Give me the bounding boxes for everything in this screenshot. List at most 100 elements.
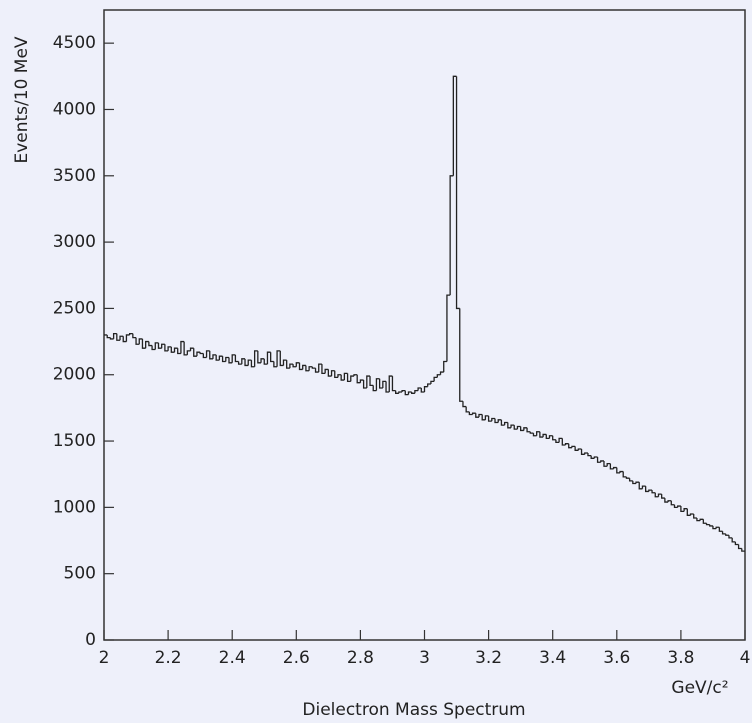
histogram-step bbox=[375, 378, 380, 391]
histogram-step bbox=[237, 361, 242, 365]
histogram-step bbox=[616, 467, 621, 474]
histogram-step bbox=[128, 332, 133, 335]
histogram-step bbox=[359, 379, 364, 383]
histogram-step bbox=[362, 380, 367, 389]
histogram-step bbox=[683, 508, 688, 512]
histogram-step bbox=[286, 360, 290, 369]
histogram-step bbox=[119, 335, 124, 341]
histogram-step bbox=[106, 334, 111, 339]
histogram-step bbox=[407, 391, 412, 395]
histogram-step bbox=[164, 344, 169, 352]
histogram-step bbox=[741, 548, 745, 552]
histogram-step bbox=[270, 352, 274, 363]
y-tick-label: 3000 bbox=[53, 232, 96, 252]
histogram-step bbox=[449, 175, 454, 296]
histogram-step bbox=[231, 354, 236, 363]
histogram-step bbox=[366, 375, 371, 388]
histogram-step bbox=[439, 371, 444, 375]
histogram-step bbox=[702, 519, 707, 524]
histogram-step bbox=[151, 345, 156, 351]
x-tick-label: 4 bbox=[740, 648, 751, 668]
y-tick-label: 0 bbox=[85, 630, 96, 650]
histogram-step bbox=[715, 526, 720, 529]
histogram-step bbox=[116, 333, 121, 341]
histogram-step bbox=[260, 358, 265, 363]
histogram-step bbox=[555, 439, 560, 444]
histogram-step bbox=[503, 421, 508, 426]
histogram-step bbox=[523, 427, 528, 431]
histogram-step bbox=[564, 443, 569, 446]
histogram-step bbox=[433, 376, 438, 382]
histogram-step bbox=[135, 337, 140, 345]
histogram-step bbox=[721, 531, 726, 535]
histogram-step bbox=[709, 524, 713, 527]
histogram-step bbox=[475, 413, 479, 418]
histogram-step bbox=[334, 370, 338, 379]
histogram-step bbox=[430, 380, 435, 385]
y-tick-label: 4500 bbox=[53, 33, 96, 53]
histogram-step bbox=[539, 431, 544, 438]
y-tick-label: 1000 bbox=[53, 497, 96, 517]
histogram-step bbox=[648, 489, 653, 492]
histogram-step bbox=[542, 433, 547, 438]
histogram-step bbox=[705, 523, 710, 526]
histogram-step bbox=[189, 347, 194, 351]
histogram-step bbox=[423, 386, 428, 392]
histogram-step bbox=[141, 338, 146, 349]
histogram-step bbox=[311, 366, 316, 369]
histogram-step bbox=[196, 351, 201, 357]
histogram-step bbox=[484, 415, 489, 420]
histogram-step bbox=[609, 463, 614, 470]
histogram-step bbox=[452, 75, 457, 176]
histogram-step bbox=[587, 452, 592, 457]
histogram-step bbox=[548, 435, 553, 439]
histogram-step bbox=[391, 376, 396, 392]
plot-frame bbox=[103, 9, 746, 641]
histogram-step bbox=[350, 375, 354, 382]
histogram-step bbox=[481, 414, 486, 421]
histogram-step bbox=[446, 294, 451, 362]
histogram-step bbox=[465, 406, 470, 413]
histogram-step bbox=[161, 343, 165, 349]
histogram-step bbox=[247, 359, 252, 366]
histogram-step bbox=[308, 366, 313, 371]
histogram-step bbox=[651, 490, 656, 494]
histogram-step bbox=[612, 466, 617, 469]
histogram-step bbox=[154, 342, 159, 350]
histogram-step bbox=[532, 433, 537, 437]
histogram-step bbox=[664, 498, 669, 503]
histogram-step bbox=[273, 361, 278, 368]
histogram-step bbox=[734, 541, 739, 546]
y-axis-label: Events/10 MeV bbox=[12, 36, 32, 163]
x-tick-label: 3.6 bbox=[603, 648, 630, 668]
histogram-step bbox=[600, 460, 604, 463]
histogram-step bbox=[244, 358, 249, 367]
x-tick-label: 3.2 bbox=[475, 648, 502, 668]
histogram-step bbox=[516, 425, 521, 430]
histogram-step bbox=[638, 482, 643, 490]
histogram-step bbox=[398, 391, 403, 394]
chart-title: Dielectron Mass Spectrum bbox=[302, 700, 525, 720]
histogram-step bbox=[321, 364, 326, 375]
histogram-step bbox=[737, 544, 742, 550]
histogram-step bbox=[193, 348, 197, 357]
histogram-step bbox=[468, 411, 473, 416]
histogram-step bbox=[109, 337, 114, 340]
histogram-step bbox=[491, 417, 496, 422]
histogram-step bbox=[478, 413, 483, 418]
histogram-step bbox=[218, 355, 223, 361]
histogram-step bbox=[327, 369, 332, 377]
histogram-step bbox=[497, 419, 502, 423]
histogram-step bbox=[302, 364, 306, 370]
y-tick-label: 4000 bbox=[53, 99, 96, 119]
histogram-step bbox=[580, 449, 585, 455]
histogram-step bbox=[577, 448, 582, 451]
histogram-step bbox=[257, 350, 262, 364]
histogram-step bbox=[372, 385, 377, 392]
histogram-step bbox=[628, 478, 633, 482]
histogram-step bbox=[526, 427, 531, 433]
histogram-step bbox=[276, 350, 281, 367]
histogram-step bbox=[699, 518, 704, 521]
histogram-step bbox=[689, 513, 694, 516]
histogram-step bbox=[670, 500, 675, 506]
